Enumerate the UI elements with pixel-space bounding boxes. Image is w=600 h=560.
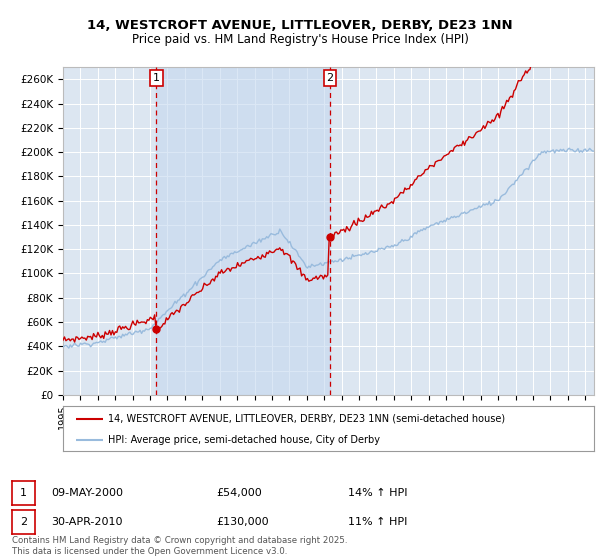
Text: £54,000: £54,000 bbox=[216, 488, 262, 498]
Text: 11% ↑ HPI: 11% ↑ HPI bbox=[348, 517, 407, 527]
Text: 1: 1 bbox=[20, 488, 27, 498]
Text: 30-APR-2010: 30-APR-2010 bbox=[51, 517, 122, 527]
Text: 1: 1 bbox=[153, 73, 160, 83]
Text: 14, WESTCROFT AVENUE, LITTLEOVER, DERBY, DE23 1NN: 14, WESTCROFT AVENUE, LITTLEOVER, DERBY,… bbox=[87, 18, 513, 32]
Text: HPI: Average price, semi-detached house, City of Derby: HPI: Average price, semi-detached house,… bbox=[108, 435, 380, 445]
Text: 2: 2 bbox=[20, 517, 27, 527]
Text: 14% ↑ HPI: 14% ↑ HPI bbox=[348, 488, 407, 498]
Text: 2: 2 bbox=[326, 73, 334, 83]
Text: £130,000: £130,000 bbox=[216, 517, 269, 527]
Text: 14, WESTCROFT AVENUE, LITTLEOVER, DERBY, DE23 1NN (semi-detached house): 14, WESTCROFT AVENUE, LITTLEOVER, DERBY,… bbox=[108, 413, 505, 423]
Text: Price paid vs. HM Land Registry's House Price Index (HPI): Price paid vs. HM Land Registry's House … bbox=[131, 32, 469, 46]
Text: 09-MAY-2000: 09-MAY-2000 bbox=[51, 488, 123, 498]
Bar bbox=[157, 67, 330, 395]
Text: Contains HM Land Registry data © Crown copyright and database right 2025.
This d: Contains HM Land Registry data © Crown c… bbox=[12, 536, 347, 556]
